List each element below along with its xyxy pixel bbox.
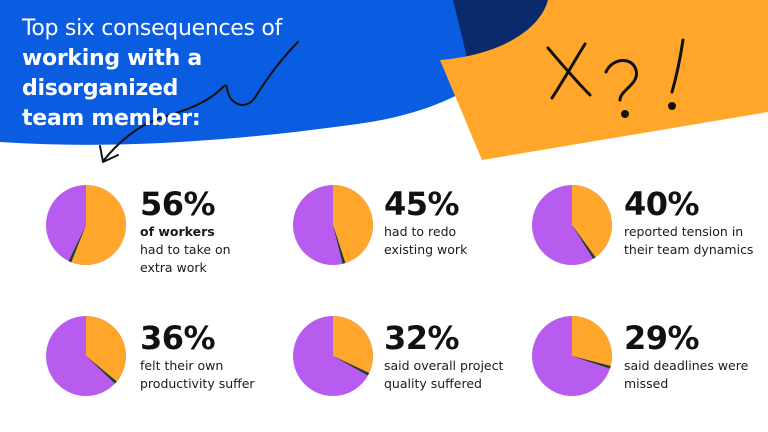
- stat-percent: 32%: [384, 319, 460, 357]
- navy-corner-shape: [453, 0, 548, 70]
- stat-description: said deadlines were missed: [624, 357, 764, 393]
- pie-edge-slice: [572, 356, 611, 369]
- orange-note-shape: [440, 0, 768, 160]
- pie-share-slice: [86, 316, 127, 382]
- hand-drawn-arrow: [99, 41, 299, 163]
- pie-share-slice: [71, 185, 126, 265]
- pie-edge-slice: [572, 225, 596, 259]
- stat-description: said overall project quality suffered: [384, 357, 614, 393]
- stat-desc-line: extra work: [140, 260, 207, 275]
- stat-3: 40% reported tension in their team dynam…: [624, 186, 764, 259]
- pie-share-slice: [333, 185, 374, 264]
- title-line-3: team member:: [22, 106, 201, 131]
- stat-desc-line: had to take on: [140, 242, 231, 257]
- stat-percent: 29%: [624, 319, 700, 357]
- pie-edge-slice: [333, 225, 346, 264]
- stat-2: 45% had to redo existing work: [384, 186, 614, 259]
- stat-desc-line: their team dynamics: [624, 242, 754, 257]
- stat-percent: 56%: [140, 185, 216, 223]
- stat-description: of workers had to take on extra work: [140, 223, 370, 277]
- stat-desc-line: quality suffered: [384, 376, 482, 391]
- stat-desc-line: had to redo: [384, 224, 457, 239]
- title-line-2: working with a disorganized: [22, 46, 202, 101]
- pie-edge-slice: [68, 225, 86, 263]
- pie-edge-slice: [333, 356, 370, 376]
- pie-charts: [46, 185, 613, 396]
- stat-4: 36% felt their own productivity suffer: [140, 320, 370, 393]
- stat-desc-line: said deadlines were: [624, 358, 749, 373]
- page-title: Top six consequences of working with a d…: [22, 14, 362, 134]
- stat-desc-line: missed: [624, 376, 669, 391]
- stat-6: 29% said deadlines were missed: [624, 320, 764, 393]
- stat-description: felt their own productivity suffer: [140, 357, 370, 393]
- stat-5: 32% said overall project quality suffere…: [384, 320, 614, 393]
- stat-percent: 45%: [384, 185, 460, 223]
- pie-edge-slice: [86, 356, 117, 384]
- stat-description: had to redo existing work: [384, 223, 614, 259]
- stat-desc-line: productivity suffer: [140, 376, 255, 391]
- stat-desc-line: of workers: [140, 224, 215, 239]
- title-line-1: Top six consequences of: [22, 16, 282, 41]
- scribble-x-question-exclaim: [546, 38, 685, 118]
- stat-desc-line: felt their own: [140, 358, 224, 373]
- stat-percent: 40%: [624, 185, 700, 223]
- stat-description: reported tension in their team dynamics: [624, 223, 764, 259]
- stat-desc-line: said overall project: [384, 358, 504, 373]
- pie-share-slice: [572, 185, 613, 258]
- stat-desc-line: reported tension in: [624, 224, 744, 239]
- pie-share-slice: [333, 316, 373, 374]
- pie-share-slice: [572, 316, 612, 366]
- stat-1: 56% of workers had to take on extra work: [140, 186, 370, 277]
- stat-desc-line: existing work: [384, 242, 468, 257]
- stat-percent: 36%: [140, 319, 216, 357]
